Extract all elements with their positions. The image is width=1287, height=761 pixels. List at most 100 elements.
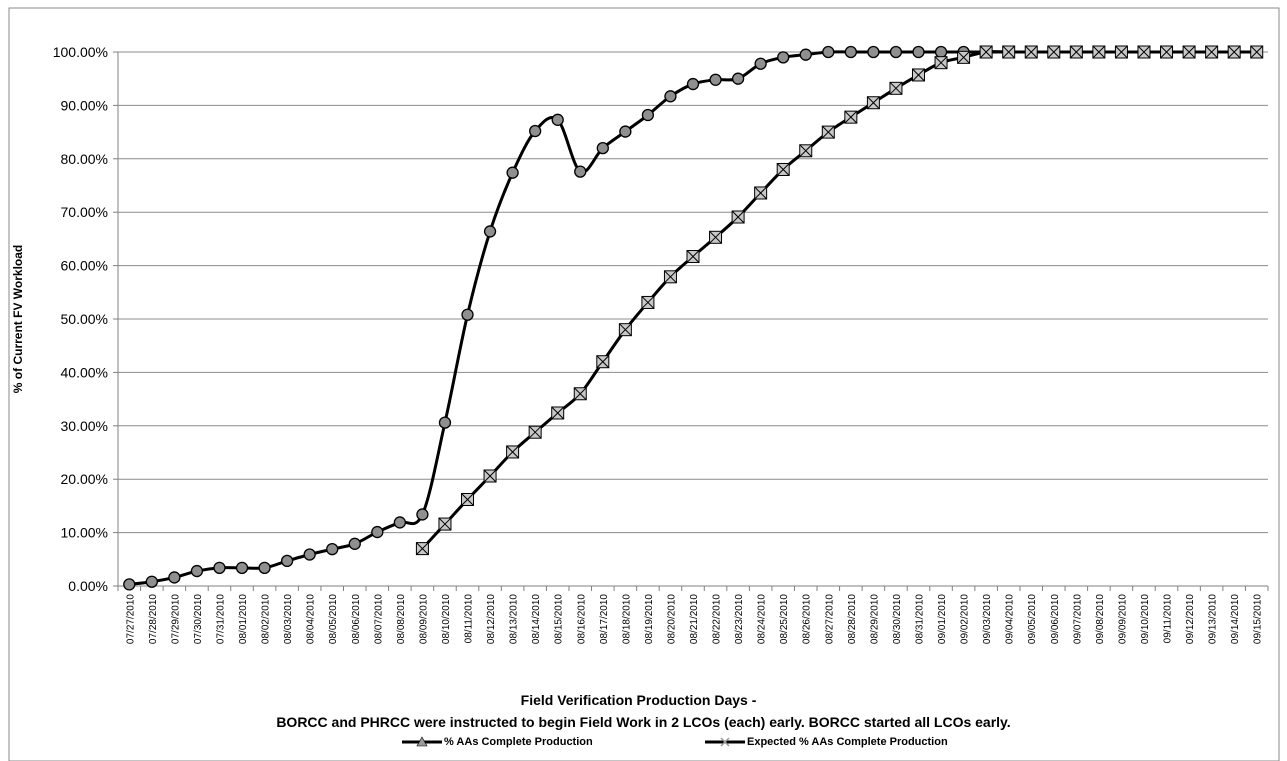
x-tick-label: 08/28/2010 xyxy=(847,594,858,644)
x-tick-label: 08/23/2010 xyxy=(734,594,745,644)
legend: % AAs Complete Production Expected % AAs… xyxy=(0,736,1287,756)
data-point-expected xyxy=(911,68,925,82)
data-point-expected xyxy=(1250,45,1264,59)
data-point-expected xyxy=(934,56,948,70)
data-point-actual xyxy=(867,45,880,59)
data-point-expected xyxy=(866,96,880,110)
data-point-actual xyxy=(326,543,339,556)
x-tick-label: 09/08/2010 xyxy=(1095,594,1106,644)
data-point-actual xyxy=(235,561,249,574)
data-point-actual xyxy=(889,45,903,59)
data-point-expected xyxy=(844,110,858,124)
x-tick-label: 08/16/2010 xyxy=(576,594,587,644)
data-point-expected xyxy=(461,492,475,506)
y-tick-label: 70.00% xyxy=(61,204,108,220)
data-point-actual xyxy=(280,554,294,568)
y-axis-label: % of Current FV Workload xyxy=(11,245,25,393)
x-tick-label: 08/30/2010 xyxy=(892,594,903,644)
y-tick-label: 50.00% xyxy=(61,311,108,327)
x-tick-label: 08/04/2010 xyxy=(306,594,317,644)
x-tick-label: 08/05/2010 xyxy=(328,594,339,644)
y-tick-label: 80.00% xyxy=(61,151,108,167)
x-axis-note: BORCC and PHRCC were instructed to begin… xyxy=(0,714,1287,730)
data-point-expected xyxy=(1227,45,1241,59)
data-point-expected xyxy=(1205,45,1219,59)
x-tick-label: 07/31/2010 xyxy=(215,594,226,644)
legend-label-expected: Expected % AAs Complete Production xyxy=(747,736,948,748)
x-tick-label: 09/04/2010 xyxy=(1005,594,1016,644)
data-point-expected xyxy=(776,162,790,176)
data-point-expected xyxy=(1047,45,1061,59)
data-point-expected xyxy=(1114,45,1128,59)
x-axis-label-line1: Field Verification Production Days - xyxy=(520,692,757,708)
y-tick-label: 10.00% xyxy=(61,525,108,541)
x-tick-label: 08/02/2010 xyxy=(261,594,272,644)
x-tick-label: 08/21/2010 xyxy=(689,594,700,644)
data-point-expected xyxy=(1069,45,1083,59)
data-point-actual xyxy=(551,113,564,126)
x-tick-label: 08/08/2010 xyxy=(396,594,407,644)
data-point-actual xyxy=(213,561,226,574)
x-tick-label: 08/15/2010 xyxy=(554,594,565,644)
x-tick-label: 08/03/2010 xyxy=(283,594,294,644)
data-point-actual xyxy=(777,51,790,64)
legend-swatch-actual xyxy=(402,736,442,747)
data-point-actual xyxy=(934,45,948,59)
data-point-expected xyxy=(551,406,565,420)
x-tick-label: 08/25/2010 xyxy=(779,594,790,644)
data-point-actual xyxy=(664,90,677,103)
x-tick-label: 07/30/2010 xyxy=(193,594,204,644)
x-tick-label: 09/10/2010 xyxy=(1140,594,1151,644)
data-point-actual xyxy=(303,548,316,561)
y-tick-label: 30.00% xyxy=(61,418,108,434)
data-point-expected xyxy=(1137,45,1151,59)
data-point-actual xyxy=(190,564,204,578)
data-point-expected xyxy=(528,425,542,439)
x-tick-label: 08/12/2010 xyxy=(486,594,497,644)
chart-border xyxy=(8,7,1280,761)
data-point-expected xyxy=(957,50,971,64)
data-point-expected xyxy=(979,45,993,59)
x-tick-label: 08/31/2010 xyxy=(914,594,925,644)
x-tick-label: 09/05/2010 xyxy=(1027,594,1038,644)
x-tick-label: 09/06/2010 xyxy=(1050,594,1061,644)
x-tick-label: 09/12/2010 xyxy=(1185,594,1196,644)
legend-item-actual: % AAs Complete Production xyxy=(402,736,593,748)
data-point-expected xyxy=(483,469,497,483)
data-point-expected xyxy=(438,517,452,531)
x-tick-label: 09/09/2010 xyxy=(1117,594,1128,644)
data-point-actual xyxy=(393,516,407,529)
x-tick-label: 08/01/2010 xyxy=(238,594,249,644)
x-tick-label: 09/07/2010 xyxy=(1072,594,1083,644)
x-tick-label: 09/15/2010 xyxy=(1253,594,1264,644)
data-point-actual xyxy=(145,575,158,588)
data-point-actual xyxy=(799,48,812,61)
x-tick-label: 08/27/2010 xyxy=(824,594,835,644)
data-point-expected xyxy=(799,144,813,158)
data-point-expected xyxy=(889,81,903,95)
x-tick-label: 08/18/2010 xyxy=(621,594,632,644)
data-point-actual xyxy=(641,108,655,122)
x-tick-label: 08/07/2010 xyxy=(373,594,384,644)
data-point-actual xyxy=(123,578,136,591)
data-point-expected xyxy=(618,323,632,337)
data-point-expected xyxy=(754,186,768,200)
data-point-expected xyxy=(506,445,520,459)
legend-label-actual: % AAs Complete Production xyxy=(444,736,593,748)
data-point-expected xyxy=(1002,45,1016,59)
data-point-expected xyxy=(709,230,723,244)
data-point-actual xyxy=(754,57,767,70)
y-tick-label: 100.00% xyxy=(53,44,108,60)
data-point-actual xyxy=(596,141,609,155)
data-point-expected xyxy=(1182,45,1196,59)
data-point-actual xyxy=(686,77,700,91)
data-point-actual xyxy=(258,561,271,574)
data-point-actual xyxy=(348,537,361,550)
data-point-actual xyxy=(844,45,857,59)
y-tick-label: 60.00% xyxy=(61,258,108,274)
x-tick-label: 08/26/2010 xyxy=(802,594,813,644)
y-tick-label: 20.00% xyxy=(61,471,108,487)
x-tick-label: 08/06/2010 xyxy=(351,594,362,644)
